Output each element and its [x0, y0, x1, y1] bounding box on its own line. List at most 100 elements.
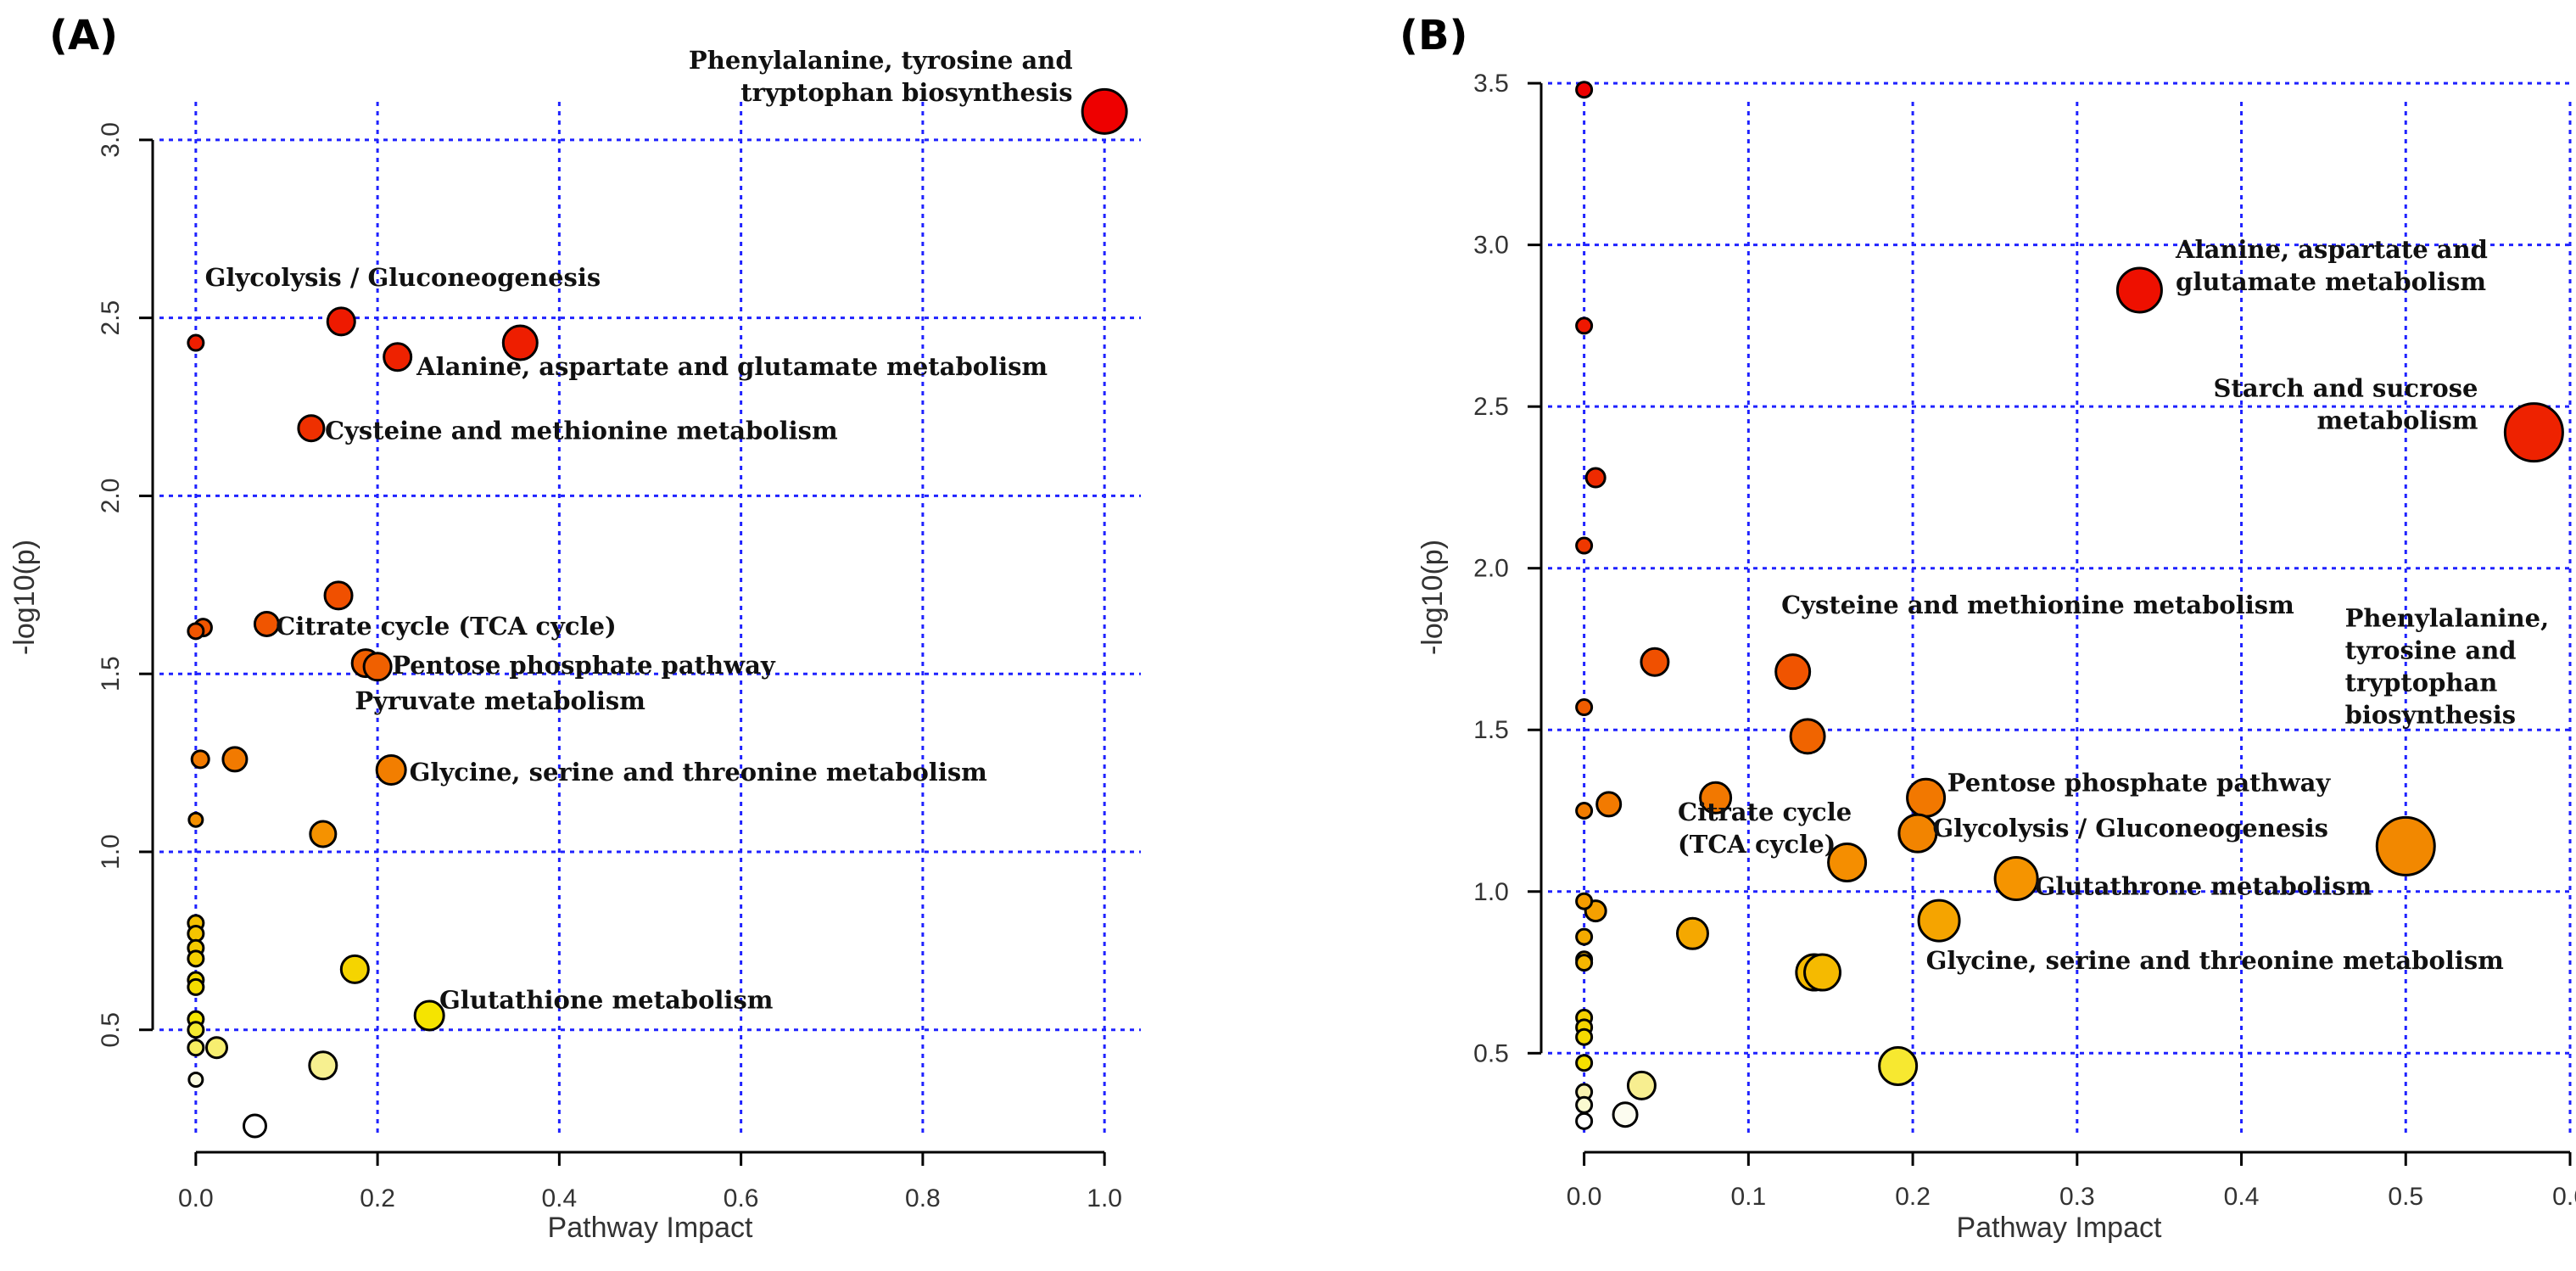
- x-axis-title: Pathway Impact: [1957, 1212, 2162, 1244]
- data-point: [2503, 402, 2564, 463]
- pathway-label: Cysteine and methionine metabolism: [1781, 591, 2294, 619]
- panel-b: (B) 0.0 0.1 0.2 0.3 0.4 0.5 0.6 0.5 1.0 1.5 2.0 2.5 3…: [1400, 12, 2576, 1244]
- y-tick-label: 1.0: [97, 834, 125, 870]
- y-tick-label: 2.5: [1473, 393, 1509, 421]
- data-point: [253, 610, 280, 637]
- pathway-label-line: Glycolysis / Gluconeogenesis: [1932, 814, 2328, 843]
- data-point: [187, 1039, 205, 1057]
- pathway-label: Starch and sucrose metabolism: [2214, 374, 2478, 435]
- data-point: [1595, 791, 1623, 818]
- data-point: [1575, 698, 1594, 717]
- pathway-label: Glycine, serine and threonine metabolism: [410, 758, 988, 787]
- pathway-label: Pentose phosphate pathway: [1947, 769, 2332, 798]
- pathway-label: Glutathrone metabolism: [2034, 872, 2372, 901]
- pathway-label-line: tyrosine and: [2345, 636, 2517, 664]
- pathway-label-line: biosynthesis: [2345, 700, 2517, 729]
- y-tick-label: 2.0: [1473, 555, 1509, 583]
- x-tick-label: 0.6: [2552, 1183, 2576, 1211]
- data-point: [362, 652, 393, 682]
- y-tick-label: 0.5: [97, 1012, 125, 1048]
- pathway-label-line: Citrate cycle (TCA cycle): [276, 612, 617, 641]
- pathway-label: Glycolysis / Gluconeogenesis: [1932, 814, 2328, 843]
- x-tick-label: 0.2: [360, 1184, 395, 1212]
- y-axis-title: -log10(p): [8, 540, 41, 655]
- data-point: [501, 324, 539, 361]
- y-tick-label: 1.0: [1473, 878, 1509, 906]
- data-point: [1993, 856, 2039, 902]
- pathway-label: Glycolysis / Gluconeogenesis: [205, 263, 601, 292]
- pathway-label: Alanine, aspartate and glutamate metabol…: [416, 352, 1048, 381]
- data-point: [339, 954, 370, 984]
- pathway-label: Glutathione metabolism: [439, 986, 774, 1015]
- data-point: [309, 820, 338, 848]
- pathway-label: Glycine, serine and threonine metabolism: [1926, 946, 2505, 975]
- data-point: [1575, 81, 1594, 99]
- data-point: [308, 1050, 338, 1081]
- data-point: [1878, 1046, 1919, 1087]
- data-point: [1575, 536, 1594, 555]
- data-point: [1575, 802, 1594, 820]
- data-point: [1774, 653, 1812, 691]
- pathway-label-line: Citrate cycle: [1678, 798, 1852, 826]
- data-point: [1575, 954, 1594, 972]
- pathway-label-line: Pyruvate metabolism: [355, 686, 645, 715]
- data-point: [1575, 927, 1594, 946]
- data-point: [1626, 1070, 1657, 1100]
- pathway-label: Cysteine and methionine metabolism: [325, 416, 838, 445]
- pathway-label: Pyruvate metabolism: [355, 686, 645, 715]
- data-point: [187, 1071, 204, 1088]
- pathway-label-line: Phenylalanine, tyrosine and: [689, 46, 1073, 75]
- data-point: [2375, 815, 2436, 876]
- data-point: [1612, 1101, 1639, 1128]
- y-tick-label: 0.5: [1473, 1039, 1509, 1067]
- data-point: [187, 1021, 205, 1039]
- y-tick-label: 1.5: [97, 656, 125, 691]
- data-point: [383, 342, 413, 372]
- data-point: [1584, 467, 1607, 489]
- data-point: [323, 580, 354, 611]
- x-tick-label: 0.0: [1567, 1183, 1602, 1211]
- data-point: [2115, 266, 2163, 314]
- y-tick-label: 2.5: [97, 300, 125, 336]
- data-point: [1675, 916, 1709, 950]
- data-point: [204, 1036, 228, 1060]
- data-point: [1575, 1054, 1594, 1072]
- y-axis-title: -log10(p): [1417, 540, 1449, 655]
- x-tick-label: 0.4: [2224, 1183, 2260, 1211]
- pathway-label-line: Cysteine and methionine metabolism: [1781, 591, 2294, 619]
- pathway-label: Citrate cycle (TCA cycle): [1678, 798, 1852, 859]
- pathway-label-line: Glycine, serine and threonine metabolism: [1926, 946, 2505, 975]
- y-tick-label: 2.0: [97, 479, 125, 514]
- data-point: [221, 746, 249, 773]
- data-point: [187, 811, 204, 828]
- pathway-label-line: Starch and sucrose: [2214, 374, 2478, 403]
- pathway-label: Phenylalanine, tyrosine and tryptophan bios…: [2345, 603, 2550, 729]
- data-point: [375, 753, 407, 786]
- pathway-label-line: metabolism: [2317, 406, 2478, 435]
- x-tick-label: 0.0: [178, 1184, 214, 1212]
- pathway-label: Pentose phosphate pathway: [392, 651, 776, 680]
- data-point: [1575, 316, 1594, 335]
- data-point: [326, 306, 356, 337]
- x-tick-label: 0.5: [2388, 1183, 2423, 1211]
- data-point: [187, 977, 205, 996]
- y-tick-label: 3.0: [1473, 232, 1509, 260]
- y-tick-label: 1.5: [1473, 716, 1509, 744]
- x-axis-title: Pathway Impact: [548, 1212, 753, 1244]
- pathway-label-line: Glutathione metabolism: [439, 986, 774, 1015]
- panel-a: (A) 0.0 0.2 0.4 0.6 0.8 1.0 0.5 1.0 1.5 2.0 2.5 3.0 P…: [8, 12, 1141, 1244]
- x-tick-label: 0.1: [1730, 1183, 1766, 1211]
- data-point: [1081, 87, 1128, 135]
- data-point: [1575, 1111, 1594, 1130]
- x-tick-label: 0.6: [724, 1184, 759, 1212]
- pathway-label-line: tryptophan biosynthesis: [740, 78, 1072, 107]
- x-tick-label: 1.0: [1087, 1184, 1122, 1212]
- panel-label: (B): [1400, 12, 1467, 59]
- data-point: [190, 749, 210, 770]
- data-point: [242, 1113, 267, 1139]
- x-tick-label: 0.2: [1895, 1183, 1931, 1211]
- pathway-label-line: Glycolysis / Gluconeogenesis: [205, 263, 601, 292]
- y-tick-label: 3.0: [97, 122, 125, 158]
- pathway-label-line: tryptophan: [2345, 668, 2498, 697]
